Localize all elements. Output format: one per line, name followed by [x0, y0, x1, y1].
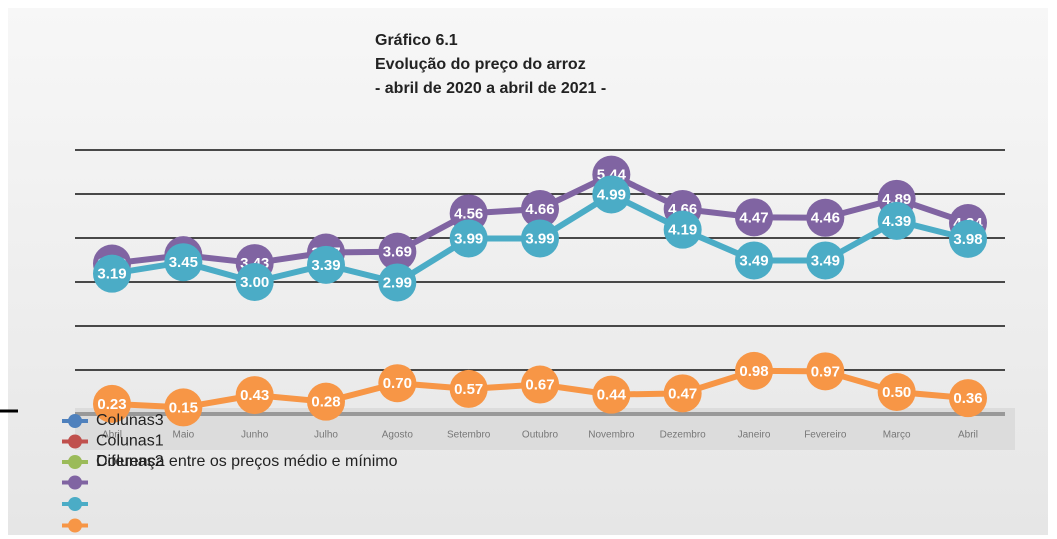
legend-marker — [68, 518, 82, 533]
data-point — [592, 175, 631, 214]
x-tick-label: Junho — [241, 430, 269, 441]
data-label: 0.15 — [169, 399, 198, 416]
data-point — [806, 241, 845, 280]
data-point — [378, 232, 417, 271]
x-tick-label: Janeiro — [738, 430, 771, 441]
data-label: 3.99 — [454, 230, 483, 247]
data-point — [877, 201, 916, 240]
data-label: 0.70 — [383, 375, 412, 392]
legend-marker — [68, 497, 82, 511]
data-label: 3.49 — [739, 252, 768, 269]
chart-subtitle: - abril de 2020 a abril de 2021 - — [375, 80, 606, 97]
data-point — [806, 198, 845, 237]
data-point — [949, 219, 987, 258]
data-label: 3.69 — [383, 244, 412, 261]
data-point — [521, 189, 559, 228]
data-point — [806, 352, 845, 391]
x-tick-label: Fevereiro — [804, 430, 847, 441]
data-point — [449, 369, 488, 408]
x-tick-label: Agosto — [382, 430, 414, 441]
data-point — [735, 351, 773, 390]
data-label: 3.49 — [811, 252, 840, 269]
data-label: 0.57 — [454, 381, 483, 398]
data-label: 4.47 — [739, 209, 768, 226]
data-label: 3.99 — [525, 230, 554, 247]
data-point — [307, 382, 345, 421]
data-label: 3.98 — [953, 231, 982, 248]
data-point — [378, 364, 417, 403]
legend-label: Colunas3 — [96, 412, 164, 429]
data-point — [877, 373, 916, 411]
x-tick-label: Março — [883, 430, 911, 441]
data-label: 0.47 — [668, 385, 697, 402]
legend-marker — [68, 475, 82, 490]
data-point — [164, 243, 203, 282]
data-point — [949, 379, 987, 418]
data-label: 3.19 — [97, 266, 126, 283]
data-label: 3.00 — [240, 274, 269, 291]
legend-label: Colunas2 — [96, 453, 164, 470]
data-label: 4.39 — [882, 213, 911, 230]
x-tick-label: Outubro — [522, 430, 559, 441]
data-point — [521, 219, 559, 258]
data-label: 3.45 — [169, 254, 198, 271]
data-label: 4.99 — [597, 186, 626, 203]
data-point — [521, 365, 559, 404]
data-label: 0.36 — [953, 390, 982, 407]
data-label: 0.97 — [811, 363, 840, 380]
data-point — [93, 254, 131, 293]
data-point — [592, 375, 631, 414]
data-label: 4.56 — [454, 205, 483, 222]
data-point — [235, 376, 274, 415]
data-point — [307, 245, 345, 284]
chart-subtitle: Evolução do preço do arroz — [375, 56, 586, 73]
data-point — [735, 241, 773, 280]
x-tick-label: Novembro — [588, 430, 635, 441]
x-tick-label: Setembro — [447, 430, 491, 441]
x-tick-label: Abril — [958, 430, 978, 441]
data-label: 0.67 — [525, 376, 554, 393]
data-label: 4.19 — [668, 222, 697, 239]
data-label: 0.43 — [240, 387, 269, 404]
data-label: 4.66 — [525, 201, 554, 218]
data-label: 0.23 — [97, 396, 126, 413]
data-label: 2.99 — [383, 274, 412, 291]
data-label: 0.28 — [311, 394, 340, 411]
legend-marker — [68, 434, 82, 449]
data-label: 0.98 — [739, 363, 768, 380]
x-tick-label: Dezembro — [660, 430, 707, 441]
data-point — [735, 198, 773, 237]
data-point — [449, 219, 488, 258]
legend-label: Diferença entre os preços médio e mínimo — [96, 453, 398, 470]
legend-label: Colunas1 — [96, 433, 164, 450]
data-point — [663, 374, 702, 413]
data-label: 0.50 — [882, 384, 911, 401]
x-tick-label: Maio — [172, 430, 194, 441]
x-tick-label: Abril — [102, 430, 122, 441]
data-point — [378, 263, 417, 302]
chart-title: Gráfico 6.1 — [375, 32, 458, 49]
data-label: 0.44 — [597, 387, 627, 404]
legend-marker — [68, 414, 82, 428]
data-label: 3.39 — [311, 257, 340, 274]
legend-marker — [68, 455, 82, 469]
data-label: 4.46 — [811, 210, 840, 227]
data-point — [93, 384, 131, 423]
data-point — [663, 210, 702, 249]
data-point — [235, 263, 274, 301]
data-point — [164, 388, 203, 427]
x-tick-label: Julho — [314, 430, 338, 441]
